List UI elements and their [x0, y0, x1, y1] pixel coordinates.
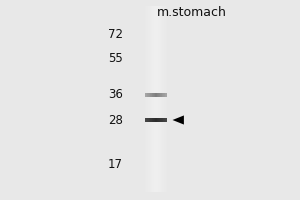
Bar [160, 118, 161, 122]
Text: 17: 17 [108, 158, 123, 170]
Bar [152, 118, 153, 122]
Bar [151, 6, 152, 192]
Bar [161, 6, 162, 192]
Bar [149, 118, 150, 122]
Bar [155, 93, 156, 97]
Bar [150, 93, 151, 97]
Bar [160, 6, 161, 192]
Bar [149, 6, 150, 192]
Bar [147, 118, 148, 122]
Bar [150, 6, 151, 192]
Bar [148, 6, 149, 192]
Bar [164, 93, 165, 97]
Bar [147, 93, 148, 97]
Bar [162, 6, 163, 192]
Bar [167, 6, 168, 192]
Bar [156, 93, 157, 97]
Bar [146, 118, 147, 122]
Bar [152, 6, 153, 192]
Bar [150, 118, 151, 122]
Bar [164, 118, 165, 122]
Bar [159, 118, 160, 122]
Bar [145, 93, 146, 97]
Bar [149, 93, 150, 97]
Bar [154, 118, 155, 122]
Bar [165, 93, 166, 97]
Bar [145, 118, 146, 122]
Bar [147, 6, 148, 192]
Bar [159, 6, 160, 192]
Bar [144, 6, 145, 192]
Bar [165, 118, 166, 122]
Bar [160, 93, 161, 97]
Bar [151, 118, 152, 122]
Bar [155, 118, 156, 122]
Bar [154, 93, 155, 97]
Bar [166, 118, 167, 122]
Bar [160, 118, 161, 122]
Bar [157, 118, 158, 122]
Text: 28: 28 [108, 114, 123, 127]
Bar [163, 93, 164, 97]
Bar [163, 6, 164, 192]
Bar [153, 6, 154, 192]
Bar [158, 118, 159, 122]
Bar [164, 6, 165, 192]
Polygon shape [172, 115, 184, 125]
Bar [152, 93, 153, 97]
Text: m.stomach: m.stomach [157, 6, 227, 19]
Bar [154, 6, 155, 192]
Bar [157, 93, 158, 97]
Bar [146, 93, 147, 97]
Bar [157, 6, 158, 192]
Bar [161, 93, 162, 97]
Bar [151, 93, 152, 97]
Bar [153, 118, 154, 122]
Bar [145, 6, 146, 192]
Bar [158, 93, 159, 97]
Bar [166, 93, 167, 97]
Bar [148, 93, 149, 97]
Text: 36: 36 [108, 88, 123, 102]
Bar [156, 118, 157, 122]
Bar [165, 6, 166, 192]
Bar [158, 6, 159, 192]
Bar [146, 6, 147, 192]
Bar [162, 93, 163, 97]
Bar [153, 93, 154, 97]
Text: 72: 72 [108, 27, 123, 40]
Bar [155, 6, 156, 192]
Bar [156, 6, 157, 192]
Bar [161, 118, 162, 122]
Bar [162, 118, 163, 122]
Bar [159, 93, 160, 97]
Text: 55: 55 [108, 51, 123, 64]
Bar [148, 118, 149, 122]
Bar [163, 118, 164, 122]
